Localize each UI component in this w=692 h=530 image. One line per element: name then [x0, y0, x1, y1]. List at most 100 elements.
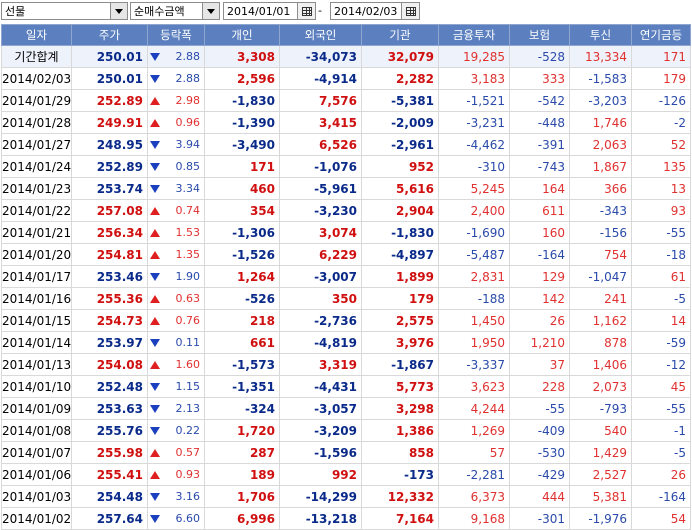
date-cell: 2014/01/23 — [1, 177, 72, 200]
end-date-field[interactable]: 2014/02/03 — [330, 2, 420, 20]
date-cell: 2014/01/22 — [1, 199, 72, 222]
measure-select[interactable]: 순매수금액 — [130, 2, 220, 20]
change-cell: 3.34 — [147, 177, 205, 200]
individual-cell: -1,573 — [204, 353, 280, 376]
change-value: 1.90 — [175, 270, 201, 283]
table-row[interactable]: 2014/01/16 255.36 0.63 -526 350 179 -188 142 241… — [1, 287, 691, 310]
table-row[interactable]: 2014/01/08 255.76 0.22 1,720 -3,209 1,386 1,26… — [1, 419, 691, 442]
individual-cell: 3,308 — [204, 45, 280, 68]
table-row[interactable]: 2014/02/03 250.01 2.88 2,596 -4,914 2,282 3,18… — [1, 67, 691, 90]
table-row[interactable]: 2014/01/15 254.73 0.76 218 -2,736 2,575 1,450 2… — [1, 309, 691, 332]
change-value: 0.63 — [175, 292, 201, 305]
financial-investment-cell: 6,373 — [438, 485, 510, 508]
table-row[interactable]: 2014/01/23 253.74 3.34 460 -5,961 5,616 5,245 1… — [1, 177, 691, 200]
table-row[interactable]: 2014/01/10 252.48 1.15 -1,351 -4,431 5,773 3,6… — [1, 375, 691, 398]
down-arrow-icon — [150, 140, 160, 149]
table-row[interactable]: 2014/01/28 249.91 0.96 -1,390 3,415 -2,009 -3,… — [1, 111, 691, 134]
table-row[interactable]: 2014/01/29 252.89 2.98 -1,830 7,576 -5,381 -1,… — [1, 89, 691, 112]
up-arrow-icon — [150, 250, 160, 259]
chevron-down-icon[interactable] — [202, 3, 219, 19]
market-select[interactable]: 선물 — [1, 2, 128, 20]
table-row[interactable]: 2014/01/02 257.64 6.60 6,996 -13,218 7,164 9,1… — [1, 507, 691, 530]
investment-trust-cell: 1,162 — [569, 309, 632, 332]
date-cell: 2014/01/08 — [1, 419, 72, 442]
table-row[interactable]: 2014/01/17 253.46 1.90 1,264 -3,007 1,899 2,83… — [1, 265, 691, 288]
price-cell: 254.81 — [71, 243, 148, 266]
table-row[interactable]: 2014/01/03 254.48 3.16 1,706 -14,299 12,332 6,… — [1, 485, 691, 508]
table-row[interactable]: 2014/01/07 255.98 0.57 287 -1,596 858 57 -530 1,… — [1, 441, 691, 464]
individual-cell: -1,830 — [204, 89, 280, 112]
financial-investment-cell: -3,231 — [438, 111, 510, 134]
investment-trust-cell: 2,063 — [569, 133, 632, 156]
calendar-icon[interactable] — [401, 3, 419, 19]
pension-cell: -164 — [631, 485, 691, 508]
insurance-cell: 611 — [509, 199, 570, 222]
change-value: 0.76 — [175, 314, 201, 327]
change-value: 2.88 — [175, 72, 201, 85]
table-row[interactable]: 2014/01/13 254.08 1.60 -1,573 3,319 -1,867 -3,… — [1, 353, 691, 376]
investment-trust-cell: 754 — [569, 243, 632, 266]
table-row[interactable]: 2014/01/27 248.95 3.94 -3,490 6,526 -2,961 -4,… — [1, 133, 691, 156]
price-cell: 255.41 — [71, 463, 148, 486]
column-header-financial-investment[interactable]: 금융투자 — [438, 24, 510, 46]
change-cell: 0.96 — [147, 111, 205, 134]
column-header-institution[interactable]: 기관 — [361, 24, 439, 46]
change-value: 3.16 — [175, 490, 201, 503]
foreign-cell: -2,736 — [279, 309, 362, 332]
start-date-field[interactable]: 2014/01/01 — [223, 2, 316, 20]
change-cell: 2.88 — [147, 67, 205, 90]
table-row[interactable]: 2014/01/22 257.08 0.74 354 -3,230 2,904 2,400 6… — [1, 199, 691, 222]
financial-investment-cell: 5,245 — [438, 177, 510, 200]
date-cell: 2014/01/15 — [1, 309, 72, 332]
foreign-cell: -13,218 — [279, 507, 362, 530]
financial-investment-cell: -1,521 — [438, 89, 510, 112]
institution-cell: -2,961 — [361, 133, 439, 156]
insurance-cell: 333 — [509, 67, 570, 90]
calendar-icon[interactable] — [297, 3, 315, 19]
period-total-row[interactable]: 기간합계 250.01 2.88 3,308 -34,073 32,079 19,285 -5… — [1, 45, 691, 68]
chevron-down-icon[interactable] — [110, 3, 127, 19]
foreign-cell: 3,074 — [279, 221, 362, 244]
up-arrow-icon — [150, 118, 160, 127]
change-value: 6.60 — [175, 512, 201, 525]
start-date-value: 2014/01/01 — [227, 5, 291, 18]
table-row[interactable]: 2014/01/14 253.97 0.11 661 -4,819 3,976 1,950 1… — [1, 331, 691, 354]
table-row[interactable]: 2014/01/21 256.34 1.53 -1,306 3,074 -1,830 -1,… — [1, 221, 691, 244]
investment-trust-cell: 5,381 — [569, 485, 632, 508]
financial-investment-cell: 1,950 — [438, 331, 510, 354]
financial-investment-cell: 3,623 — [438, 375, 510, 398]
column-header-foreign[interactable]: 외국인 — [279, 24, 362, 46]
investment-trust-cell: 1,746 — [569, 111, 632, 134]
table-row[interactable]: 2014/01/24 252.89 0.85 171 -1,076 952 -310 -743… — [1, 155, 691, 178]
column-header-individual[interactable]: 개인 — [204, 24, 280, 46]
change-value: 0.96 — [175, 116, 201, 129]
table-row[interactable]: 2014/01/20 254.81 1.35 -1,526 6,229 -4,897 -5,… — [1, 243, 691, 266]
table-row[interactable]: 2014/01/09 253.63 2.13 -324 -3,057 3,298 4,244… — [1, 397, 691, 420]
date-cell: 2014/01/28 — [1, 111, 72, 134]
price-cell: 253.97 — [71, 331, 148, 354]
insurance-cell: 129 — [509, 265, 570, 288]
investment-trust-cell: 2,073 — [569, 375, 632, 398]
change-cell: 6.60 — [147, 507, 205, 530]
investment-trust-cell: 1,406 — [569, 353, 632, 376]
pension-cell: -1 — [631, 419, 691, 442]
down-arrow-icon — [150, 184, 160, 193]
column-header-change[interactable]: 등락폭 — [147, 24, 205, 46]
column-header-investment-trust[interactable]: 투신 — [569, 24, 632, 46]
institution-cell: 1,899 — [361, 265, 439, 288]
institution-cell: 32,079 — [361, 45, 439, 68]
pension-cell: 171 — [631, 45, 691, 68]
change-cell: 2.13 — [147, 397, 205, 420]
column-header-insurance[interactable]: 보험 — [509, 24, 570, 46]
column-header-date[interactable]: 일자 — [1, 24, 72, 46]
column-header-pension[interactable]: 연기금등 — [631, 24, 691, 46]
up-arrow-icon — [150, 470, 160, 479]
individual-cell: -1,390 — [204, 111, 280, 134]
change-cell: 1.60 — [147, 353, 205, 376]
investment-trust-cell: 1,429 — [569, 441, 632, 464]
price-cell: 250.01 — [71, 67, 148, 90]
financial-investment-cell: -2,281 — [438, 463, 510, 486]
column-header-price[interactable]: 주가 — [71, 24, 148, 46]
foreign-cell: -14,299 — [279, 485, 362, 508]
table-row[interactable]: 2014/01/06 255.41 0.93 189 992 -173 -2,281 -429… — [1, 463, 691, 486]
